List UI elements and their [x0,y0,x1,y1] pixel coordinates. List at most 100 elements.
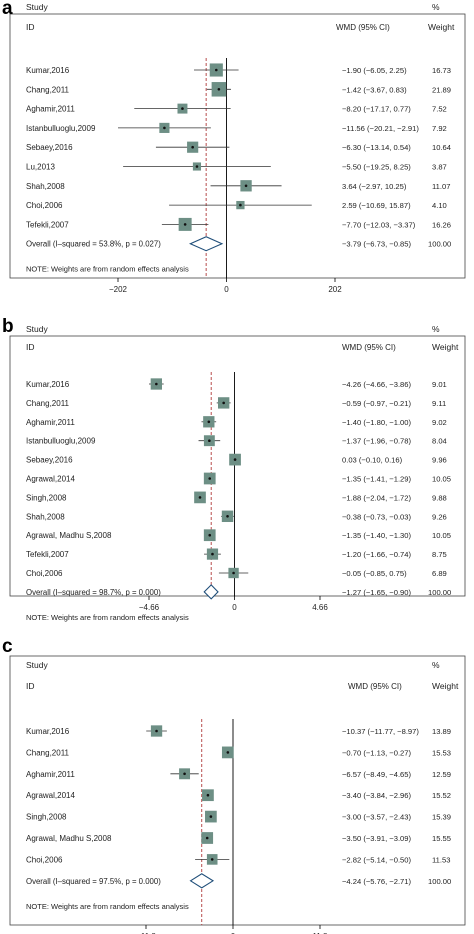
study-weight: 13.89 [432,727,451,736]
header-id: ID [26,22,35,32]
study-id: Tefekli,2007 [26,220,69,229]
study-ci-text: −0.38 (−0.73, −0.03) [342,512,412,521]
study-row: Choi,2006 −0.05 (−0.85, 0.75) 6.89 [26,567,447,579]
study-ci-text: −1.37 (−1.96, −0.78) [342,437,412,446]
study-row: Aghamir,2011 −1.40 (−1.80, −1.00) 9.02 [26,416,447,428]
weights-note: NOTE: Weights are from random effects an… [26,902,189,911]
x-axis-tick-label: 11.8 [313,932,329,934]
study-id: Lu,2013 [26,163,55,172]
study-id: Singh,2008 [26,813,67,822]
overall-row: Overall (I–squared = 53.8%, p = 0.027) −3… [26,236,451,252]
study-ci-text: −10.37 (−11.77, −8.97) [342,727,419,736]
study-id: Agrawal, Madhu S,2008 [26,834,112,843]
study-weight: 10.05 [432,475,451,484]
study-row: Singh,2008 −3.00 (−3.57, −2.43) 15.39 [26,810,451,823]
x-axis-tick-label: −11.8 [136,932,156,934]
point-estimate [209,815,213,818]
overall-label: Overall (I–squared = 98.7%, p = 0.000) [26,588,161,597]
study-id: Shah,2008 [26,182,65,191]
point-estimate [226,751,230,754]
study-id: Chang,2011 [26,748,70,757]
point-estimate [206,793,210,797]
header-weight: Weight [432,342,459,352]
overall-ci-text: −1.27 (−1.65, −0.90) [342,588,412,597]
study-weight: 11.53 [432,855,450,864]
study-id: Kumar,2016 [26,66,70,75]
study-row: Chang,2011 −1.42 (−3.67, 0.83) 21.89 [26,82,451,97]
weights-note: NOTE: Weights are from random effects an… [26,613,189,622]
study-weight: 8.04 [432,437,447,446]
study-id: Istanbulluoglu,2009 [26,124,96,133]
study-weight: 10.64 [432,143,451,152]
point-estimate [155,382,158,386]
study-ci-text: 3.64 (−2.97, 10.25) [342,182,407,191]
header-percent: % [432,2,440,12]
point-estimate [181,107,184,110]
study-id: Kumar,2016 [26,727,70,736]
study-ci-text: −1.88 (−2.04, −1.72) [342,493,412,502]
x-axis-tick-label: −4.66 [139,603,160,612]
study-ci-text: −1.40 (−1.80, −1.00) [342,418,412,427]
study-id: Agrawal,2014 [26,475,75,484]
study-id: Agrawal,2014 [26,791,75,800]
study-ci-text: −6.57 (−8.49, −4.65) [342,770,412,779]
overall-ci-text: −4.24 (−5.76, −2.71) [342,877,412,886]
study-weight: 7.92 [432,124,447,133]
study-weight: 10.05 [432,531,451,540]
study-ci-text: −1.35 (−1.40, −1.30) [342,531,412,540]
point-estimate [232,571,235,575]
study-id: Choi,2006 [26,569,63,578]
overall-row: Overall (I–squared = 98.7%, p = 0.000) −1… [26,584,451,600]
study-row: Istanbulluoglu,2009 −11.56 (−20.21, −2.91… [26,122,447,133]
study-id: Tefekli,2007 [26,550,69,559]
panel-label: c [2,636,13,657]
study-weight: 9.26 [432,512,447,521]
study-row: Agrawal, Madhu S,2008 −1.35 (−1.40, −1.30… [26,529,451,542]
x-axis-tick-label: 0 [231,932,236,934]
study-id: Agrawal, Madhu S,2008 [26,531,112,540]
overall-label: Overall (I–squared = 97.5%, p = 0.000) [26,877,161,886]
study-weight: 4.10 [432,201,447,210]
header-study: Study [26,324,48,334]
header-percent: % [432,324,440,334]
study-weight: 3.87 [432,163,447,172]
study-weight: 9.11 [432,399,446,408]
x-axis-tick-label: 0 [224,285,229,294]
study-ci-text: −8.20 (−17.17, 0.77) [342,105,411,114]
header-study: Study [26,660,48,670]
study-weight: 15.52 [432,791,451,800]
study-id: Singh,2008 [26,493,67,502]
header-id: ID [26,681,35,691]
overall-diamond [189,873,215,889]
study-ci-text: −4.26 (−4.66, −3.86) [342,380,412,389]
overall-diamond [203,584,219,600]
point-estimate [208,477,212,480]
panel-label: a [2,0,13,19]
x-axis-tick-label: 0 [232,603,237,612]
study-row: Kumar,2016 −10.37 (−11.77, −8.97) 13.89 [26,725,451,737]
study-weight: 9.88 [432,493,447,502]
overall-row: Overall (I–squared = 97.5%, p = 0.000) −4… [26,873,451,889]
study-id: Aghamir,2011 [26,770,75,779]
point-estimate [208,533,212,537]
x-axis-tick-label: −202 [109,285,128,294]
study-weight: 21.89 [432,85,451,94]
study-ci-text: −0.05 (−0.85, 0.75) [342,569,407,578]
study-weight: 9.02 [432,418,447,427]
study-id: Istanbulluoglu,2009 [26,437,96,446]
forest-panel-c: c Study % ID WMD (95% CI) Weight Kumar,2016 −10… [2,636,466,934]
study-ci-text: −1.90 (−6.05, 2.25) [342,66,407,75]
study-row: Lu,2013 −5.50 (−19.25, 8.25) 3.87 [26,162,447,172]
overall-ci-text: −3.79 (−6.73, −0.85) [342,240,412,249]
study-row: Aghamir,2011 −6.57 (−8.49, −4.65) 12.59 [26,768,451,780]
overall-diamond [188,236,224,252]
study-weight: 11.07 [432,182,450,191]
study-weight: 8.75 [432,550,447,559]
header-id: ID [26,342,35,352]
study-weight: 15.39 [432,813,451,822]
point-estimate [208,439,211,443]
weights-note: NOTE: Weights are from random effects an… [26,265,189,274]
study-id: Sebaey,2016 [26,456,73,465]
study-row: Choi,2006 −2.82 (−5.14, −0.50) 11.53 [26,854,450,865]
header-wmd: WMD (95% CI) [342,343,396,352]
